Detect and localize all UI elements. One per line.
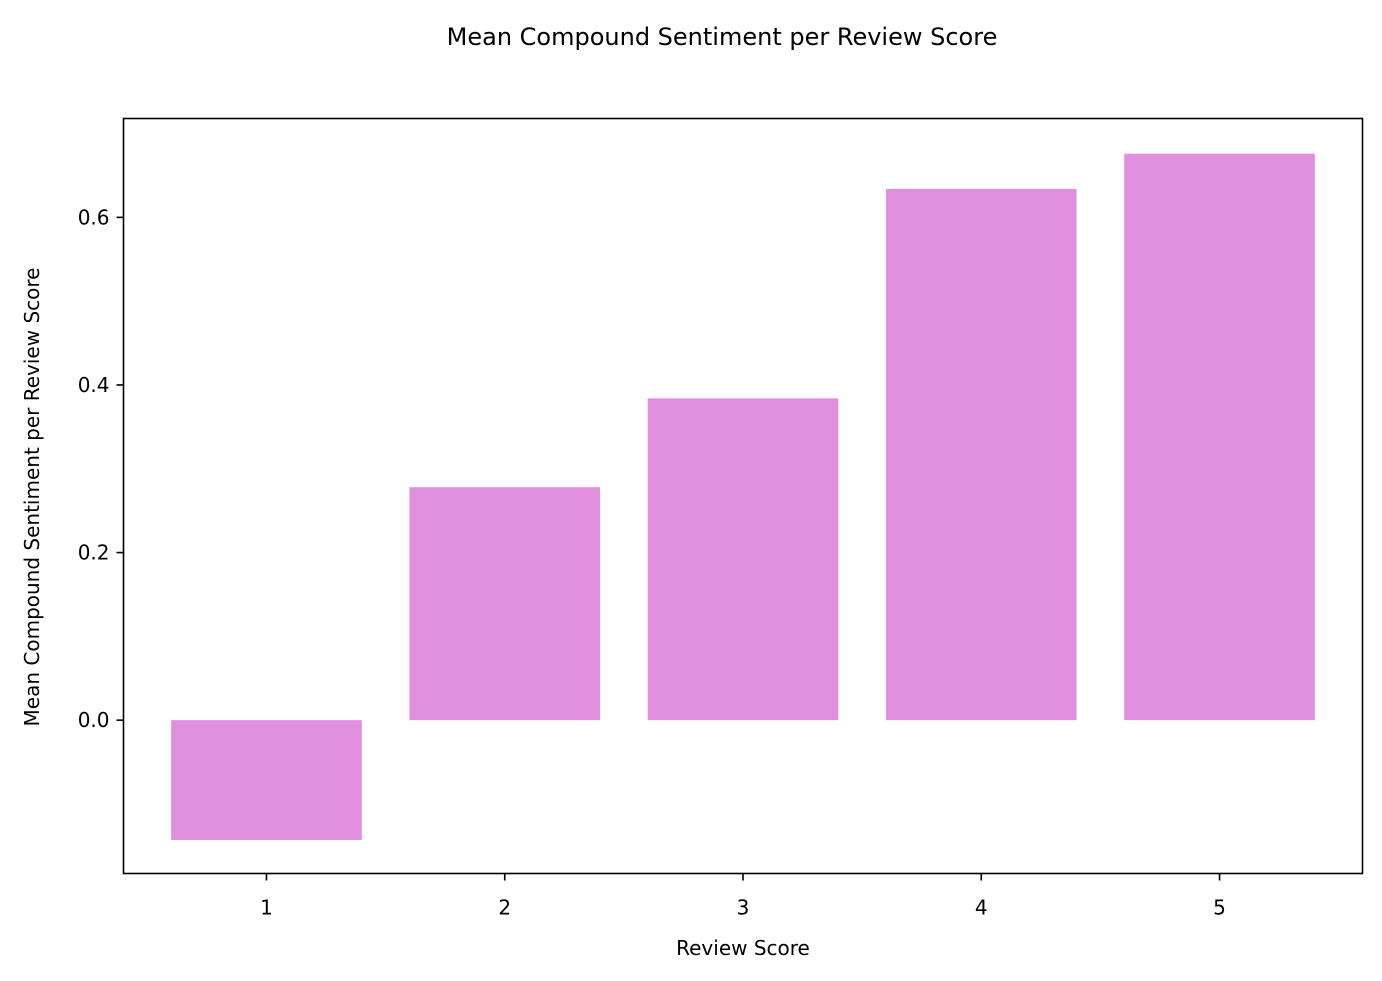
bar-score-1: [171, 720, 362, 840]
bar-score-4: [885, 188, 1077, 721]
x-axis: 1 2 3 4 5: [260, 873, 1226, 920]
y-axis-label: Mean Compound Sentiment per Review Score: [20, 268, 44, 727]
chart-title: Mean Compound Sentiment per Review Score: [447, 23, 998, 51]
y-axis: 0.0 0.2 0.4 0.6: [78, 205, 124, 732]
bar-score-2: [409, 487, 601, 721]
y-tick-label: 0.0: [78, 708, 110, 732]
y-tick-label: 0.4: [78, 373, 110, 397]
bar-score-3: [647, 398, 839, 721]
bars-group: [171, 153, 1315, 840]
x-tick-label: 4: [975, 896, 988, 920]
x-tick-label: 5: [1213, 896, 1226, 920]
bar-score-5: [1124, 153, 1315, 721]
x-tick-label: 1: [260, 896, 273, 920]
y-tick-label: 0.6: [78, 205, 110, 229]
x-tick-label: 3: [737, 896, 750, 920]
y-tick-label: 0.2: [78, 541, 110, 565]
x-axis-label: Review Score: [676, 936, 810, 960]
x-tick-label: 2: [498, 896, 511, 920]
